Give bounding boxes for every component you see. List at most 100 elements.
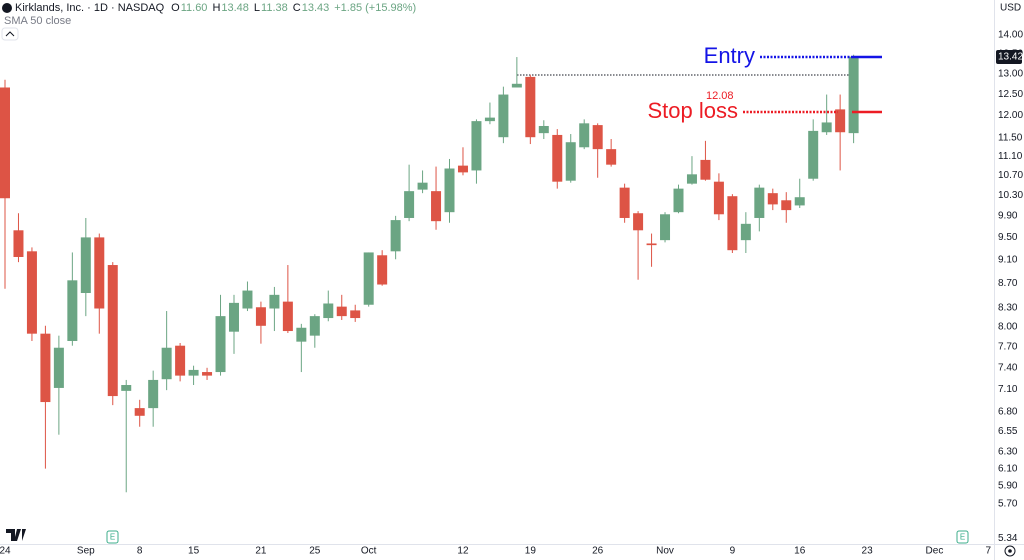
candle-body (484, 117, 495, 122)
candle-body (269, 294, 280, 309)
candle-body (404, 191, 415, 218)
candle-body (471, 121, 482, 171)
candle-body (754, 187, 765, 218)
candle-body (282, 301, 293, 332)
candle-body (148, 379, 159, 409)
y-tick-label: 10.70 (998, 170, 1023, 181)
candle-body (646, 243, 657, 246)
candle-body (565, 142, 576, 181)
annotation-value: 12.08 (706, 90, 734, 102)
candle-body (336, 306, 347, 317)
candle-body (579, 123, 590, 148)
x-tick-label: 25 (309, 546, 321, 557)
earnings-badge[interactable] (106, 530, 119, 544)
symbol-logo[interactable] (2, 3, 12, 13)
candle-body (808, 130, 819, 179)
candle-body (202, 372, 213, 376)
x-tick-label: 24 (0, 546, 11, 557)
candle-body (350, 310, 361, 319)
candle-body (363, 252, 374, 305)
y-tick-label: 13.00 (998, 68, 1023, 79)
y-tick-label: 10.30 (998, 190, 1023, 201)
candle-body (794, 197, 805, 206)
candle-body (390, 220, 401, 252)
candle-body (511, 83, 522, 88)
y-tick-label: 6.80 (998, 407, 1018, 418)
collapse-icon (5, 31, 15, 37)
annotation-label: Stop loss (648, 98, 739, 123)
x-tick-label: 12 (457, 546, 469, 557)
candle-body (323, 303, 334, 319)
x-tick-label: Sep (77, 546, 95, 557)
candle-body (94, 237, 105, 309)
y-tick-label: 9.50 (998, 232, 1018, 243)
x-tick-label: 26 (592, 546, 604, 557)
candle-body (242, 290, 253, 309)
x-tick-label: Dec (926, 546, 944, 557)
tradingview-logo[interactable] (6, 529, 26, 541)
candle-body (309, 316, 320, 336)
candle-body (0, 87, 10, 199)
candle-body (538, 125, 549, 134)
y-tick-label: 11.50 (998, 132, 1023, 143)
candle-body (255, 307, 266, 326)
ohlc-value: 13.43 (302, 2, 330, 14)
candle-body (767, 193, 778, 205)
candle-body (633, 213, 644, 231)
earnings-badge[interactable] (956, 530, 969, 544)
y-tick-label: 12.00 (998, 110, 1023, 121)
currency[interactable]: USD (1000, 3, 1021, 14)
candle-body (40, 333, 51, 403)
candle-body (848, 56, 859, 134)
y-tick-label: 9.10 (998, 254, 1018, 265)
candle-body (80, 237, 91, 294)
ohlc-key: C (293, 2, 301, 14)
symbol-title[interactable]: Kirklands, Inc. · 1D · NASDAQ (15, 2, 165, 14)
ohlc-value: 13.48 (221, 2, 249, 14)
x-tick-label: 15 (188, 546, 200, 557)
change: +1.85 (+15.98%) (334, 2, 416, 14)
ohlc-value: 11.60 (181, 2, 208, 14)
y-tick-label: 5.70 (998, 499, 1018, 510)
last-price-box (996, 50, 1022, 65)
candle-body (161, 347, 172, 380)
candle-body (498, 94, 509, 138)
y-tick-label: 7.70 (998, 342, 1018, 353)
y-tick-label: 6.30 (998, 446, 1018, 457)
ohlc-key: O (171, 2, 180, 14)
settings-button[interactable] (1004, 545, 1016, 557)
candle-body (107, 265, 118, 397)
candle-body (619, 187, 630, 218)
y-tick-label: 8.00 (998, 322, 1018, 333)
y-tick-label: 8.70 (998, 278, 1018, 289)
x-tick-label: 21 (255, 546, 267, 557)
x-tick-label: 19 (525, 546, 537, 557)
y-tick-label: 14.00 (998, 30, 1023, 41)
ohlc-fields: O 11.60 H 13.48 L 11.38 C 13.43 (171, 2, 329, 14)
x-tick-label: Oct (361, 546, 377, 557)
ohlc-value: 11.38 (261, 2, 288, 14)
candle-body (121, 385, 132, 391)
y-tick-label: 7.40 (998, 362, 1018, 373)
candle-body (835, 109, 846, 133)
annotation-label: Entry (704, 43, 755, 68)
candle-body (377, 255, 388, 285)
last-price-label: 13.42 (998, 52, 1023, 63)
y-tick-label: 8.30 (998, 303, 1018, 314)
candle-body (592, 125, 603, 150)
y-tick-label: 12.50 (998, 89, 1023, 100)
y-tick-label: 6.10 (998, 463, 1018, 474)
candle-body (606, 149, 617, 165)
y-tick-label: 7.10 (998, 384, 1018, 395)
candle-body (53, 347, 64, 388)
y-tick-label: 5.34 (998, 533, 1018, 544)
y-tick-label: 5.90 (998, 481, 1018, 492)
indicator-label[interactable]: SMA 50 close (4, 15, 71, 27)
candle-body (134, 408, 145, 416)
collapse-button[interactable] (1, 27, 19, 41)
y-tick-label: 6.55 (998, 426, 1018, 437)
candle-body (431, 191, 442, 222)
candle-body (67, 280, 78, 341)
